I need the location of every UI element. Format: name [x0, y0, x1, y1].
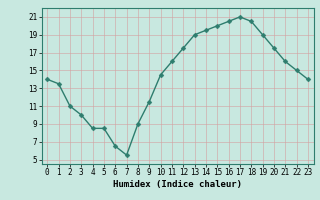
X-axis label: Humidex (Indice chaleur): Humidex (Indice chaleur) [113, 180, 242, 189]
